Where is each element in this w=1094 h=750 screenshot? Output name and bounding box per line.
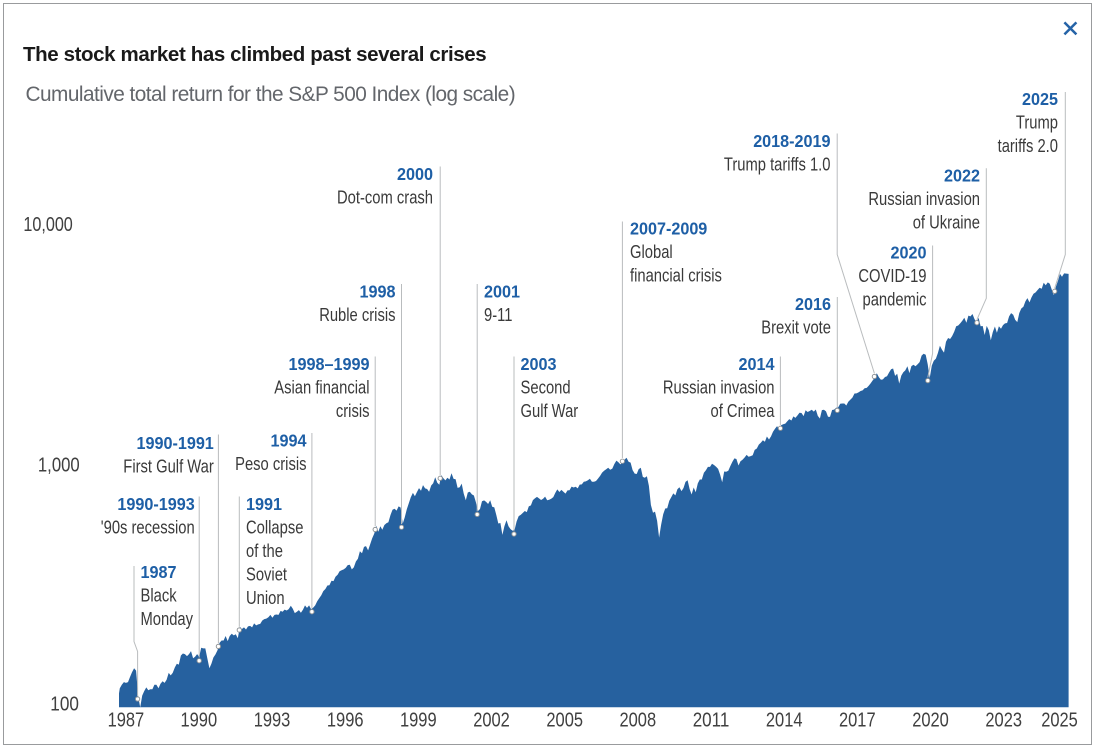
svg-text:1987: 1987 — [141, 562, 177, 582]
svg-text:1990: 1990 — [181, 710, 218, 732]
svg-text:10,000: 10,000 — [23, 214, 72, 236]
svg-text:2025: 2025 — [1022, 89, 1058, 109]
svg-text:1998–1999: 1998–1999 — [289, 354, 370, 374]
svg-text:Soviet: Soviet — [246, 565, 287, 585]
svg-text:1,000: 1,000 — [38, 454, 80, 476]
svg-text:First Gulf War: First Gulf War — [123, 457, 214, 477]
svg-text:2000: 2000 — [397, 164, 433, 184]
svg-text:2014: 2014 — [766, 710, 803, 732]
svg-text:Trump tariffs 1.0: Trump tariffs 1.0 — [724, 155, 831, 175]
svg-text:Collapse: Collapse — [246, 518, 303, 538]
svg-text:Russian invasion: Russian invasion — [868, 189, 980, 209]
svg-text:1993: 1993 — [254, 710, 291, 732]
svg-text:COVID-19: COVID-19 — [858, 266, 926, 286]
svg-text:1991: 1991 — [246, 494, 282, 514]
svg-text:2016: 2016 — [795, 294, 831, 314]
svg-text:Black: Black — [141, 586, 178, 606]
svg-text:2017: 2017 — [839, 710, 876, 732]
svg-text:'90s recession: '90s recession — [101, 518, 195, 538]
svg-text:2020: 2020 — [912, 710, 949, 732]
svg-text:1990-1991: 1990-1991 — [137, 433, 215, 453]
svg-text:Global: Global — [630, 242, 673, 262]
svg-text:2014: 2014 — [739, 354, 775, 374]
svg-text:2003: 2003 — [521, 354, 557, 374]
svg-text:2018-2019: 2018-2019 — [753, 131, 831, 151]
svg-text:of Ukraine: of Ukraine — [913, 213, 980, 233]
svg-text:1999: 1999 — [400, 710, 437, 732]
svg-text:2023: 2023 — [985, 710, 1022, 732]
svg-text:of the: of the — [246, 541, 283, 561]
svg-text:crisis: crisis — [336, 401, 370, 421]
svg-text:Trump: Trump — [1016, 113, 1058, 133]
svg-text:Monday: Monday — [141, 609, 194, 629]
svg-text:2001: 2001 — [484, 282, 520, 302]
svg-text:Union: Union — [246, 588, 285, 608]
svg-text:1987: 1987 — [108, 710, 145, 732]
svg-text:Ruble crisis: Ruble crisis — [319, 305, 395, 325]
svg-text:1994: 1994 — [271, 431, 307, 451]
svg-text:2007-2009: 2007-2009 — [630, 219, 708, 239]
svg-text:100: 100 — [50, 694, 79, 716]
svg-text:2011: 2011 — [693, 710, 730, 732]
svg-text:Peso crisis: Peso crisis — [235, 454, 306, 474]
svg-text:pandemic: pandemic — [863, 290, 927, 310]
svg-text:Second: Second — [521, 378, 571, 398]
svg-text:2020: 2020 — [891, 243, 927, 263]
svg-text:9-11: 9-11 — [484, 305, 512, 325]
svg-text:Russian invasion: Russian invasion — [663, 378, 775, 398]
svg-text:of Crimea: of Crimea — [711, 401, 776, 421]
svg-text:1990-1993: 1990-1993 — [117, 494, 195, 514]
svg-text:tariffs 2.0: tariffs 2.0 — [998, 136, 1058, 156]
svg-text:Dot-com crash: Dot-com crash — [337, 188, 433, 208]
svg-text:2025: 2025 — [1041, 710, 1078, 732]
svg-text:2008: 2008 — [620, 710, 657, 732]
svg-text:Gulf War: Gulf War — [521, 401, 579, 421]
svg-text:1996: 1996 — [327, 710, 364, 732]
svg-text:2005: 2005 — [546, 710, 583, 732]
svg-text:1998: 1998 — [360, 282, 396, 302]
svg-text:Asian financial: Asian financial — [274, 378, 369, 398]
svg-text:financial crisis: financial crisis — [630, 266, 722, 286]
svg-text:Brexit vote: Brexit vote — [761, 318, 831, 338]
svg-text:2002: 2002 — [473, 710, 510, 732]
svg-text:2022: 2022 — [944, 166, 980, 186]
